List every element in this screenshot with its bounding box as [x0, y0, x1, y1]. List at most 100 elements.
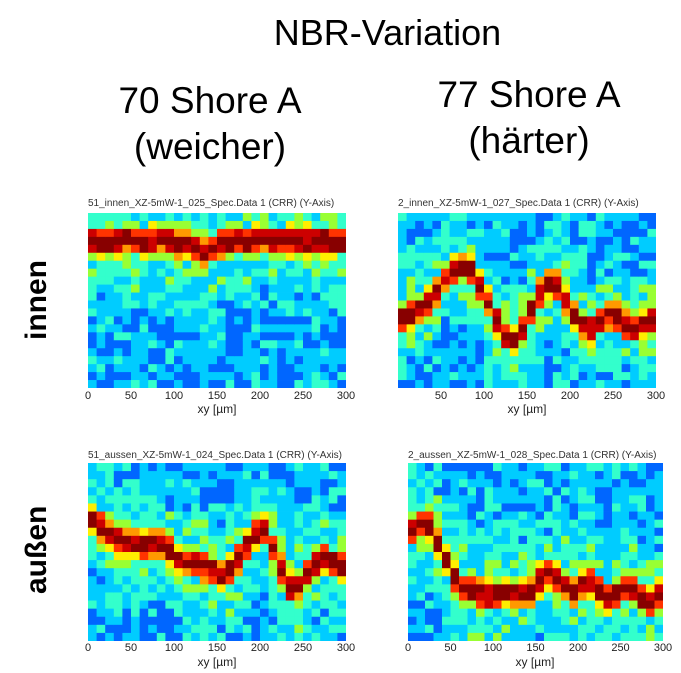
heatmap-cell: [433, 471, 443, 480]
heatmap-cell: [277, 519, 287, 529]
heatmap-cell: [217, 364, 226, 373]
heatmap-cell: [442, 543, 451, 553]
heatmap-cell: [156, 616, 166, 626]
heatmap-cell: [458, 236, 468, 246]
heatmap-cell: [303, 487, 312, 496]
heatmap-cell: [199, 260, 209, 270]
heatmap-cell: [165, 213, 175, 222]
heatmap-cell: [285, 616, 295, 626]
heatmap-cell: [509, 252, 519, 262]
heatmap-cell: [294, 624, 304, 634]
heatmap-cell: [311, 213, 321, 222]
heatmap-cell: [518, 560, 528, 569]
heatmap-cell: [612, 463, 621, 472]
heatmap-cell: [113, 356, 123, 365]
heatmap-cell: [398, 260, 407, 270]
heatmap-cell: [535, 560, 545, 569]
heatmap-cell: [182, 324, 192, 333]
heatmap-cell: [501, 471, 511, 480]
heatmap-cell: [242, 300, 252, 309]
heatmap-cell: [277, 600, 287, 610]
heatmap-cell: [570, 284, 579, 293]
heatmap-cell: [234, 252, 244, 262]
heatmap-cell: [544, 236, 554, 246]
heatmap-cell: [285, 592, 295, 601]
heatmap-cell: [225, 576, 235, 585]
heatmap-cell: [105, 527, 115, 537]
heatmap-cell: [199, 380, 209, 388]
heatmap-cell: [174, 268, 183, 278]
heatmap-cell: [552, 463, 562, 472]
heatmap-cell: [406, 276, 416, 285]
heatmap-cell: [337, 487, 346, 496]
heatmap-cell: [131, 308, 140, 317]
heatmap-cell: [165, 292, 175, 301]
heatmap-cell: [535, 340, 545, 349]
heatmap-cell: [234, 503, 244, 512]
heatmap-cell: [552, 552, 562, 561]
heatmap-cell: [174, 292, 183, 301]
heatmap-cell: [654, 584, 663, 593]
heatmap-cell: [612, 568, 621, 577]
heatmap-cell: [88, 252, 97, 262]
heatmap-cell: [122, 332, 132, 341]
heatmap-cell: [475, 252, 485, 262]
heatmap-cell: [654, 632, 663, 641]
heatmap-cell: [225, 487, 235, 496]
heatmap-cell: [604, 213, 614, 222]
heatmap-cell: [148, 348, 158, 357]
heatmap-cell: [586, 576, 596, 585]
heatmap-cell: [501, 576, 511, 585]
heatmap-cell: [458, 356, 468, 365]
heatmap-cell: [148, 284, 158, 293]
heatmap-cell: [441, 300, 450, 309]
heatmap-cell: [501, 340, 511, 349]
heatmap-cell: [242, 487, 252, 496]
heatmap-cell: [139, 576, 149, 585]
heatmap-cell: [251, 332, 261, 341]
heatmap-cell: [174, 228, 183, 238]
heatmap-cell: [467, 519, 477, 529]
heatmap-cell: [294, 228, 304, 238]
heatmap-cell: [165, 576, 175, 585]
heatmap-cell: [501, 364, 511, 373]
heatmap-cell: [268, 576, 278, 585]
heatmap-cell: [217, 471, 226, 480]
heatmap-cell: [458, 260, 468, 270]
heatmap-cell: [260, 511, 269, 521]
heatmap-cell: [629, 519, 638, 529]
heatmap-cell: [467, 632, 477, 641]
heatmap-cell: [328, 276, 338, 285]
heatmap-cell: [225, 624, 235, 634]
heatmap-cell: [268, 364, 278, 373]
heatmap-cell: [328, 284, 338, 293]
heatmap-cell: [208, 511, 218, 521]
heatmap-cell: [654, 511, 663, 521]
heatmap-cell: [311, 552, 321, 561]
heatmap-cell: [476, 511, 485, 521]
heatmap-cell: [337, 535, 346, 545]
heatmap-cell: [416, 584, 426, 593]
heatmap-cell: [595, 560, 604, 569]
heatmap-cell: [105, 624, 115, 634]
heatmap-cell: [242, 316, 252, 325]
heatmap-cell: [509, 372, 519, 381]
heatmap-cell: [251, 356, 261, 365]
heatmap-cell: [191, 308, 201, 317]
heatmap-cell: [493, 608, 502, 618]
heatmap-cell: [303, 511, 312, 521]
heatmap-cell: [182, 244, 192, 254]
heatmap-cell: [294, 495, 304, 504]
heatmap-cell: [630, 236, 640, 246]
heatmap-cell: [208, 284, 218, 293]
heatmap-cell: [199, 244, 209, 254]
heatmap-cell: [604, 340, 614, 349]
heatmap-cell: [637, 511, 647, 521]
heatmap-cell: [544, 316, 554, 325]
heatmap-cell: [646, 608, 655, 618]
heatmap-cell: [544, 519, 553, 529]
heatmap-cell: [518, 348, 528, 357]
heatmap-cell: [328, 543, 338, 553]
heatmap-cell: [629, 471, 638, 480]
heatmap-cell: [217, 624, 226, 634]
